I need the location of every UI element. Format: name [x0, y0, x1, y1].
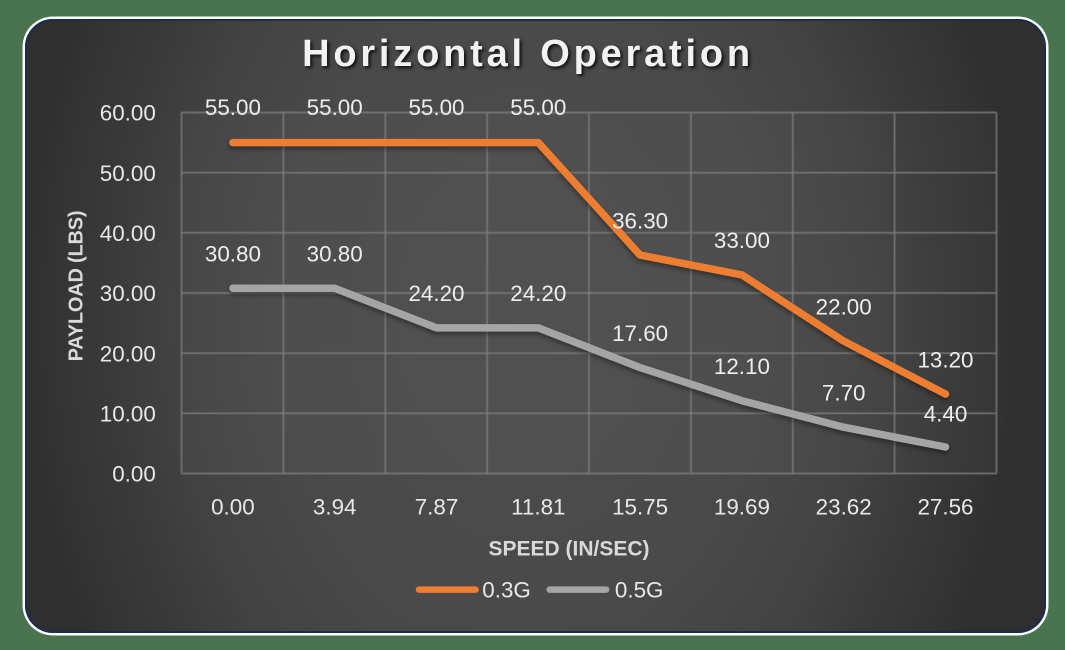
svg-text:PAYLOAD (LBS): PAYLOAD (LBS) — [66, 211, 88, 362]
svg-text:12.10: 12.10 — [714, 354, 770, 379]
svg-text:27.56: 27.56 — [917, 495, 973, 520]
svg-text:24.20: 24.20 — [408, 281, 464, 306]
svg-text:33.00: 33.00 — [714, 228, 770, 253]
svg-text:0.5G: 0.5G — [615, 578, 664, 603]
svg-text:22.00: 22.00 — [816, 294, 872, 319]
svg-text:13.20: 13.20 — [917, 348, 973, 373]
svg-text:55.00: 55.00 — [510, 95, 566, 120]
svg-text:30.00: 30.00 — [100, 281, 156, 306]
svg-text:30.80: 30.80 — [205, 241, 261, 266]
svg-text:40.00: 40.00 — [100, 221, 156, 246]
svg-text:SPEED (IN/SEC): SPEED (IN/SEC) — [488, 538, 649, 561]
svg-text:7.87: 7.87 — [415, 495, 459, 520]
svg-text:3.94: 3.94 — [313, 495, 357, 520]
svg-text:4.40: 4.40 — [924, 402, 968, 427]
svg-text:0.00: 0.00 — [211, 495, 255, 520]
svg-text:17.60: 17.60 — [612, 321, 668, 346]
svg-text:24.20: 24.20 — [510, 281, 566, 306]
svg-text:60.00: 60.00 — [100, 101, 156, 126]
svg-text:23.62: 23.62 — [816, 495, 872, 520]
svg-text:0.3G: 0.3G — [482, 578, 531, 603]
svg-text:36.30: 36.30 — [612, 208, 668, 233]
svg-text:Horizontal Operation: Horizontal Operation — [302, 33, 754, 75]
svg-text:55.00: 55.00 — [408, 95, 464, 120]
svg-text:10.00: 10.00 — [100, 401, 156, 426]
svg-text:55.00: 55.00 — [307, 95, 363, 120]
svg-text:15.75: 15.75 — [612, 495, 668, 520]
svg-text:19.69: 19.69 — [714, 495, 770, 520]
svg-text:7.70: 7.70 — [822, 380, 866, 405]
svg-text:30.80: 30.80 — [307, 241, 363, 266]
svg-text:50.00: 50.00 — [100, 161, 156, 186]
svg-text:0.00: 0.00 — [112, 462, 156, 487]
svg-text:11.81: 11.81 — [511, 495, 565, 520]
svg-text:55.00: 55.00 — [205, 95, 261, 120]
svg-text:20.00: 20.00 — [100, 341, 156, 366]
